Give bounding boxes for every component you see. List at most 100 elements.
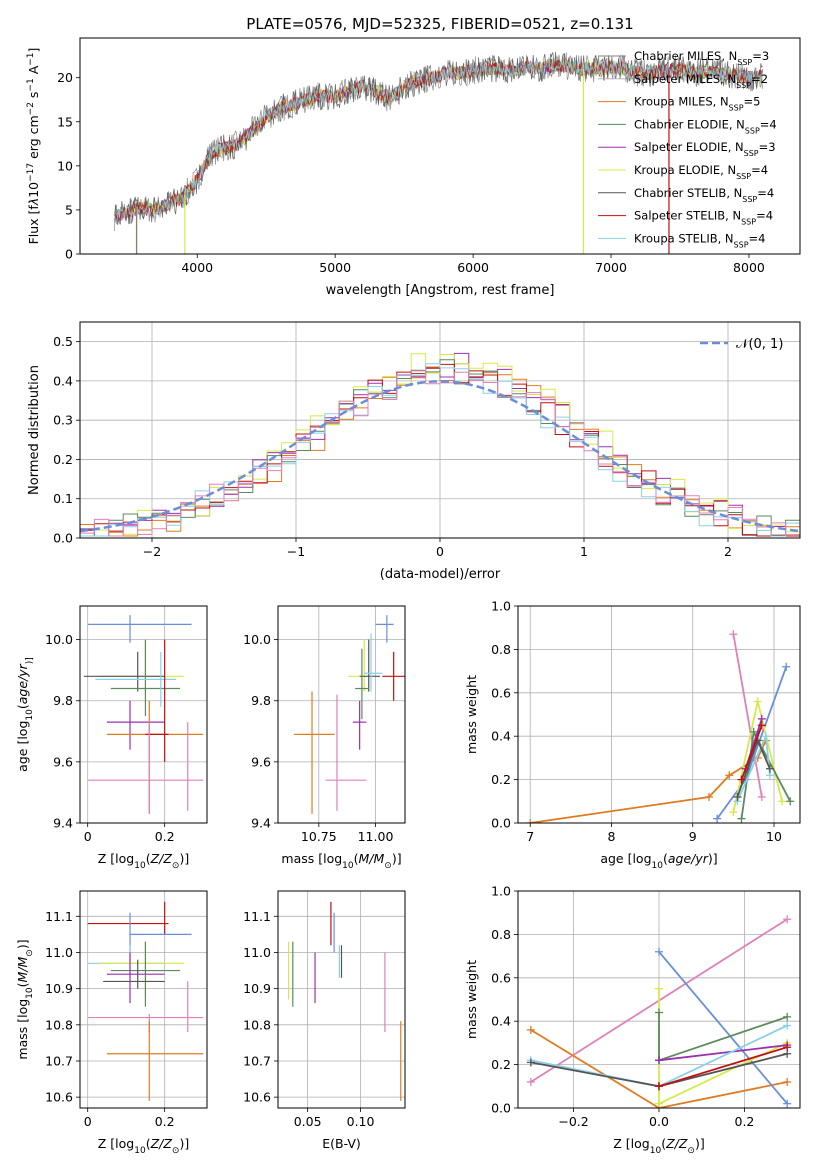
- age-vs-z-panel: 0 0.29.49.69.810.0Z [log10(Z/Z⊙)]age [log…: [15, 605, 208, 871]
- legend-label-sub: SSP: [741, 217, 756, 226]
- spectrum-lines: [114, 51, 763, 254]
- x-axis-label-part: Z [log: [98, 851, 134, 866]
- errorbar-group: [287, 901, 402, 1101]
- x-tick-label: 1: [580, 544, 588, 559]
- x-axis-label-part: (: [146, 851, 151, 866]
- y-axis-label-part: )]: [15, 939, 30, 949]
- y-tick-label: 10.9: [243, 981, 271, 996]
- legend-label-suffix: =3: [752, 49, 769, 63]
- legend-label-main: Chabrier STELIB, N: [634, 186, 742, 200]
- x-tick-label: −0.2: [558, 1114, 588, 1129]
- x-axis-label-part: )]: [708, 851, 718, 866]
- residuals-panel: −2 −1 0 1 2 0.0 0.1 0.2 0.3 0.4 0.5 𝒩(0, 1) (data-mo…: [27, 321, 801, 582]
- y-tick-label: 0.4: [53, 373, 73, 388]
- x-axis-label-part: (: [661, 1136, 666, 1151]
- x-tick-label: 0.2: [155, 1114, 175, 1129]
- x-axis-label-part: 10: [134, 861, 146, 871]
- y-tick-label: 5: [65, 202, 73, 217]
- massweight-vs-z-panel: −0.2 0.0 0.2 0.0 0.2 0.4 0.6 0.8 1.0 Z [log10(Z/Z…: [464, 884, 801, 1156]
- x-axis-label: E(B-V): [322, 1136, 361, 1151]
- legend-label: Chabrier STELIB, NSSP=4: [634, 186, 774, 204]
- axes-frame: [79, 890, 208, 1109]
- x-axis-label-part: Z [log: [613, 1136, 649, 1151]
- legend-label-main: Kroupa ELODIE, N: [634, 163, 736, 177]
- y-axis-label: mass weight: [464, 960, 479, 1039]
- y-tick-label: 15: [57, 114, 73, 129]
- weight-lines: [526, 915, 792, 1108]
- legend-label: Salpeter ELODIE, NSSP=3: [634, 140, 776, 158]
- x-axis-label-part: Z [log: [98, 1136, 134, 1151]
- x-axis-label-part: Z/Z: [665, 1136, 688, 1151]
- x-axis-label-part: )]: [695, 1136, 705, 1151]
- legend-label-main: Chabrier MILES, N: [634, 49, 737, 63]
- y-axis-label-part: −2: [26, 102, 36, 115]
- histogram-group: [80, 352, 800, 537]
- y-axis-label: age [log10(age/yr)]: [15, 657, 35, 772]
- weight-series: [530, 1029, 788, 1108]
- y-tick-label: 10.8: [45, 1017, 73, 1032]
- y-axis-label-part: age [log: [15, 721, 30, 772]
- y-axis-label-part: ⊙: [25, 949, 35, 957]
- x-axis-label: (data-model)/error: [380, 567, 501, 582]
- y-tick-label: 9.6: [53, 754, 73, 769]
- y-axis-label-part: 10: [26, 182, 41, 198]
- x-tick-label: 0.05: [294, 1114, 322, 1129]
- y-tick-label: 11.0: [45, 945, 73, 960]
- y-axis-label-part: −1: [26, 78, 36, 91]
- x-tick-label: 0.10: [347, 1114, 375, 1129]
- legend-label: Kroupa ELODIE, NSSP=4: [634, 163, 768, 181]
- y-axis-label-part: s: [26, 92, 41, 103]
- legend-label-main: Salpeter MILES, N: [634, 72, 736, 86]
- mass-vs-ebv-panel: 0.05 0.10 10.6 10.7 10.8 10.9 11.0 11.1 E(B-V): [243, 890, 406, 1151]
- y-axis-label-part: λ: [26, 198, 41, 206]
- x-axis-label-part: 10: [342, 861, 354, 871]
- y-tick-label: 0.1: [53, 491, 73, 506]
- x-tick-label: 0.0: [649, 1114, 669, 1129]
- legend-label-suffix: =4: [756, 209, 773, 223]
- y-axis-label-part: age/yr: [15, 663, 30, 704]
- legend-label: 𝒩(0, 1): [736, 337, 783, 352]
- age-vs-mass-panel: 10.75 11.00 9.4 9.6 9.8 10.0 mass [log10(M/M⊙)…: [243, 605, 406, 871]
- y-tick-label: 1.0: [491, 884, 511, 899]
- y-axis-label: mass weight: [464, 675, 479, 754]
- y-tick-label: 0.2: [491, 772, 511, 787]
- y-tick-label: 10.0: [45, 632, 73, 647]
- x-axis-label-part: )]: [179, 1136, 189, 1151]
- weight-series: [740, 725, 763, 780]
- legend-label-sub: SSP: [736, 172, 751, 181]
- y-tick-label: 9.8: [251, 693, 271, 708]
- x-tick-label: 9: [689, 829, 697, 844]
- x-tick-label: 5000: [319, 260, 351, 275]
- x-axis-label-part: Z/Z: [150, 851, 173, 866]
- y-axis-label-part: 10: [25, 709, 35, 721]
- legend-label-sub: SSP: [736, 80, 751, 89]
- y-tick-label: 0.5: [53, 334, 73, 349]
- weight-series: [732, 634, 763, 798]
- errorbar-group: [87, 901, 204, 1101]
- y-tick-label: 10.8: [243, 1017, 271, 1032]
- axes-frame: [79, 605, 208, 824]
- x-axis-label-part: (: [663, 851, 668, 866]
- y-axis-label-part: −17: [26, 163, 36, 182]
- x-axis-label: Z [log10(Z/Z⊙)]: [613, 1136, 704, 1156]
- x-axis-label-part: mass [log: [281, 851, 342, 866]
- x-tick-label: 6000: [457, 260, 489, 275]
- y-axis-label-part: −1: [26, 52, 36, 65]
- y-tick-label: 0.6: [491, 970, 511, 985]
- y-tick-label: 0.0: [491, 816, 511, 831]
- x-tick-label: 10.75: [301, 829, 337, 844]
- y-axis-label: mass [log10(M/M⊙)]: [15, 939, 35, 1059]
- legend-label: Kroupa MILES, NSSP=5: [634, 95, 760, 113]
- legend-label: Chabrier ELODIE, NSSP=4: [634, 117, 777, 135]
- x-axis-label-part: 10: [134, 1146, 146, 1156]
- legend-label-suffix: =3: [759, 140, 776, 154]
- y-tick-label: 11.0: [243, 945, 271, 960]
- y-axis-label-part: erg cm: [26, 115, 41, 163]
- x-tick-label: 10: [766, 829, 782, 844]
- y-tick-label: 20: [57, 70, 73, 85]
- legend-label-sub: SSP: [734, 240, 749, 249]
- x-tick-label: 7: [526, 829, 534, 844]
- y-tick-label: 11.1: [243, 909, 271, 924]
- x-axis-label-part: (: [146, 1136, 151, 1151]
- x-axis-label: mass [log10(M/M⊙)]: [281, 851, 401, 871]
